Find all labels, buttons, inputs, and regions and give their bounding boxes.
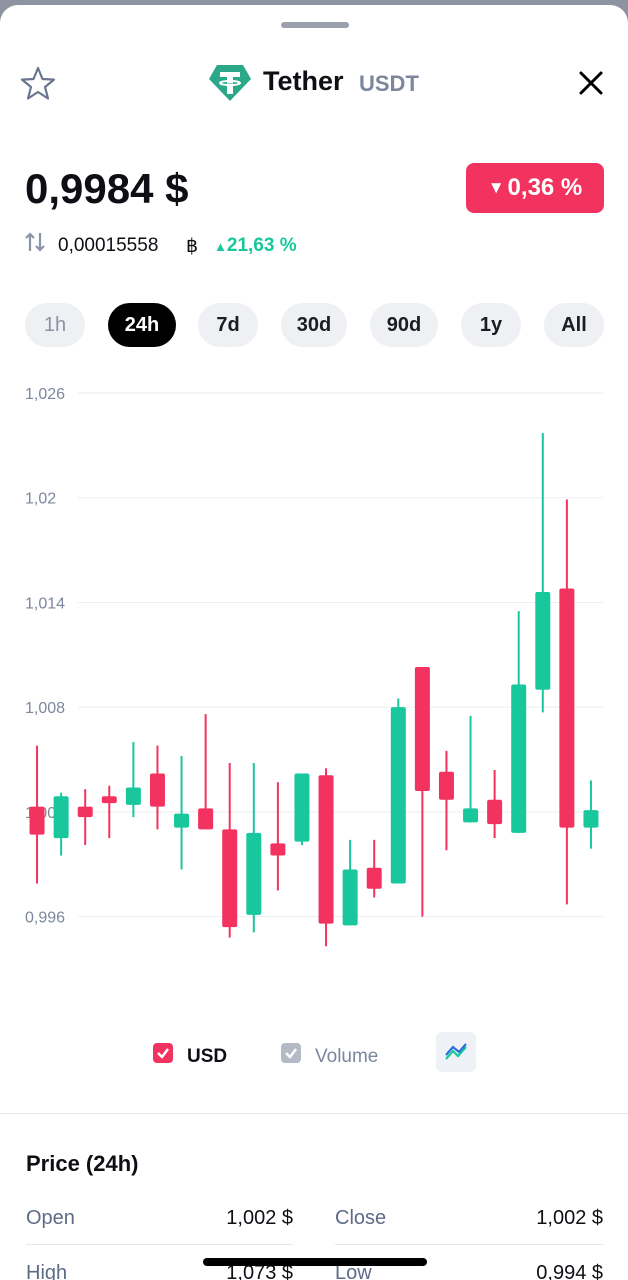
candle-body — [318, 775, 334, 924]
stat-value: 0,994 $ — [536, 1262, 603, 1280]
usd-checkbox[interactable] — [153, 1043, 173, 1063]
candle-body — [414, 667, 430, 791]
close-button[interactable] — [578, 70, 604, 96]
legend-volume[interactable]: Volume — [315, 1046, 379, 1067]
timeframe-button[interactable]: 1y — [461, 303, 521, 347]
candle-body — [559, 588, 575, 828]
candle-body — [222, 829, 238, 928]
chart-icon — [445, 1043, 467, 1060]
y-tick-label: 1,008 — [25, 700, 65, 717]
candle-body — [29, 806, 45, 835]
candle-body — [390, 707, 406, 884]
stat-label: Close — [335, 1207, 387, 1229]
grabber[interactable] — [281, 22, 349, 28]
candle-body — [511, 684, 527, 833]
timeframe-button[interactable]: 90d — [370, 303, 438, 347]
candle-body — [246, 832, 262, 915]
btc-change-value: 21,63 % — [226, 235, 297, 256]
chart-type-toggle[interactable] — [436, 1032, 476, 1072]
stat-label: Low — [335, 1262, 372, 1280]
stat-label: High — [26, 1262, 68, 1280]
favorite-star[interactable] — [19, 65, 57, 103]
y-tick-label: 1,014 — [25, 595, 65, 612]
coin-symbol: USDT — [359, 71, 419, 96]
candle-body — [125, 787, 141, 805]
candle-body — [463, 808, 479, 823]
divider — [0, 1113, 628, 1114]
coin-logo — [209, 65, 251, 101]
stat-value: 1,002 $ — [536, 1207, 603, 1229]
y-tick-label: 1,02 — [25, 491, 56, 508]
price: 0,9984 $ — [25, 165, 189, 212]
timeframe-button[interactable]: 30d — [281, 303, 347, 347]
candle-body — [174, 813, 190, 828]
y-tick-label: 0,996 — [25, 910, 65, 927]
timeframe-button[interactable]: 7d — [198, 303, 258, 347]
candle-body — [294, 773, 310, 842]
candle-body — [487, 799, 503, 825]
timeframe-button[interactable]: All — [544, 303, 604, 347]
btc-change: ▲21,63 % — [214, 235, 297, 257]
stat-value: 1,073 $ — [226, 1262, 293, 1280]
timeframe-button[interactable]: 24h — [108, 303, 176, 347]
legend-usd[interactable]: USD — [187, 1046, 228, 1067]
home-indicator — [203, 1258, 427, 1266]
timeframe-button[interactable]: 1h — [25, 303, 85, 347]
row-divider — [26, 1244, 293, 1245]
change-badge: ▼ 0,36 % — [466, 163, 604, 213]
candle-body — [270, 843, 286, 856]
change-value: 0,36 % — [507, 174, 583, 201]
down-arrow: ▼ — [487, 178, 505, 197]
up-arrow: ▲ — [214, 239, 227, 254]
coin-name: Tether — [263, 66, 344, 96]
swap-icon[interactable] — [24, 231, 46, 253]
volume-checkbox[interactable] — [281, 1043, 301, 1063]
candle-body — [438, 771, 454, 800]
candle-body — [77, 806, 93, 818]
candle-body — [366, 867, 382, 889]
check — [285, 1048, 297, 1059]
y-tick-label: 1,026 — [25, 386, 65, 403]
btc-price: 0,00015558 — [58, 235, 159, 256]
check — [157, 1048, 169, 1059]
sheet: Tether USDT 0,9984 $ ▼ 0,36 % 0,00015558 … — [0, 5, 628, 1280]
candle-body — [198, 808, 214, 830]
candle-body — [535, 591, 551, 690]
candle-body — [149, 773, 165, 807]
row-divider — [335, 1244, 603, 1245]
stats-title: Price (24h) — [26, 1151, 139, 1176]
candle-body — [53, 796, 69, 839]
candle-body — [342, 869, 358, 926]
stat-label: Open — [26, 1207, 75, 1229]
candle-body — [101, 796, 117, 804]
stat-value: 1,002 $ — [226, 1207, 293, 1229]
candle-body — [583, 810, 599, 828]
btc-symbol: ฿ — [186, 236, 199, 257]
